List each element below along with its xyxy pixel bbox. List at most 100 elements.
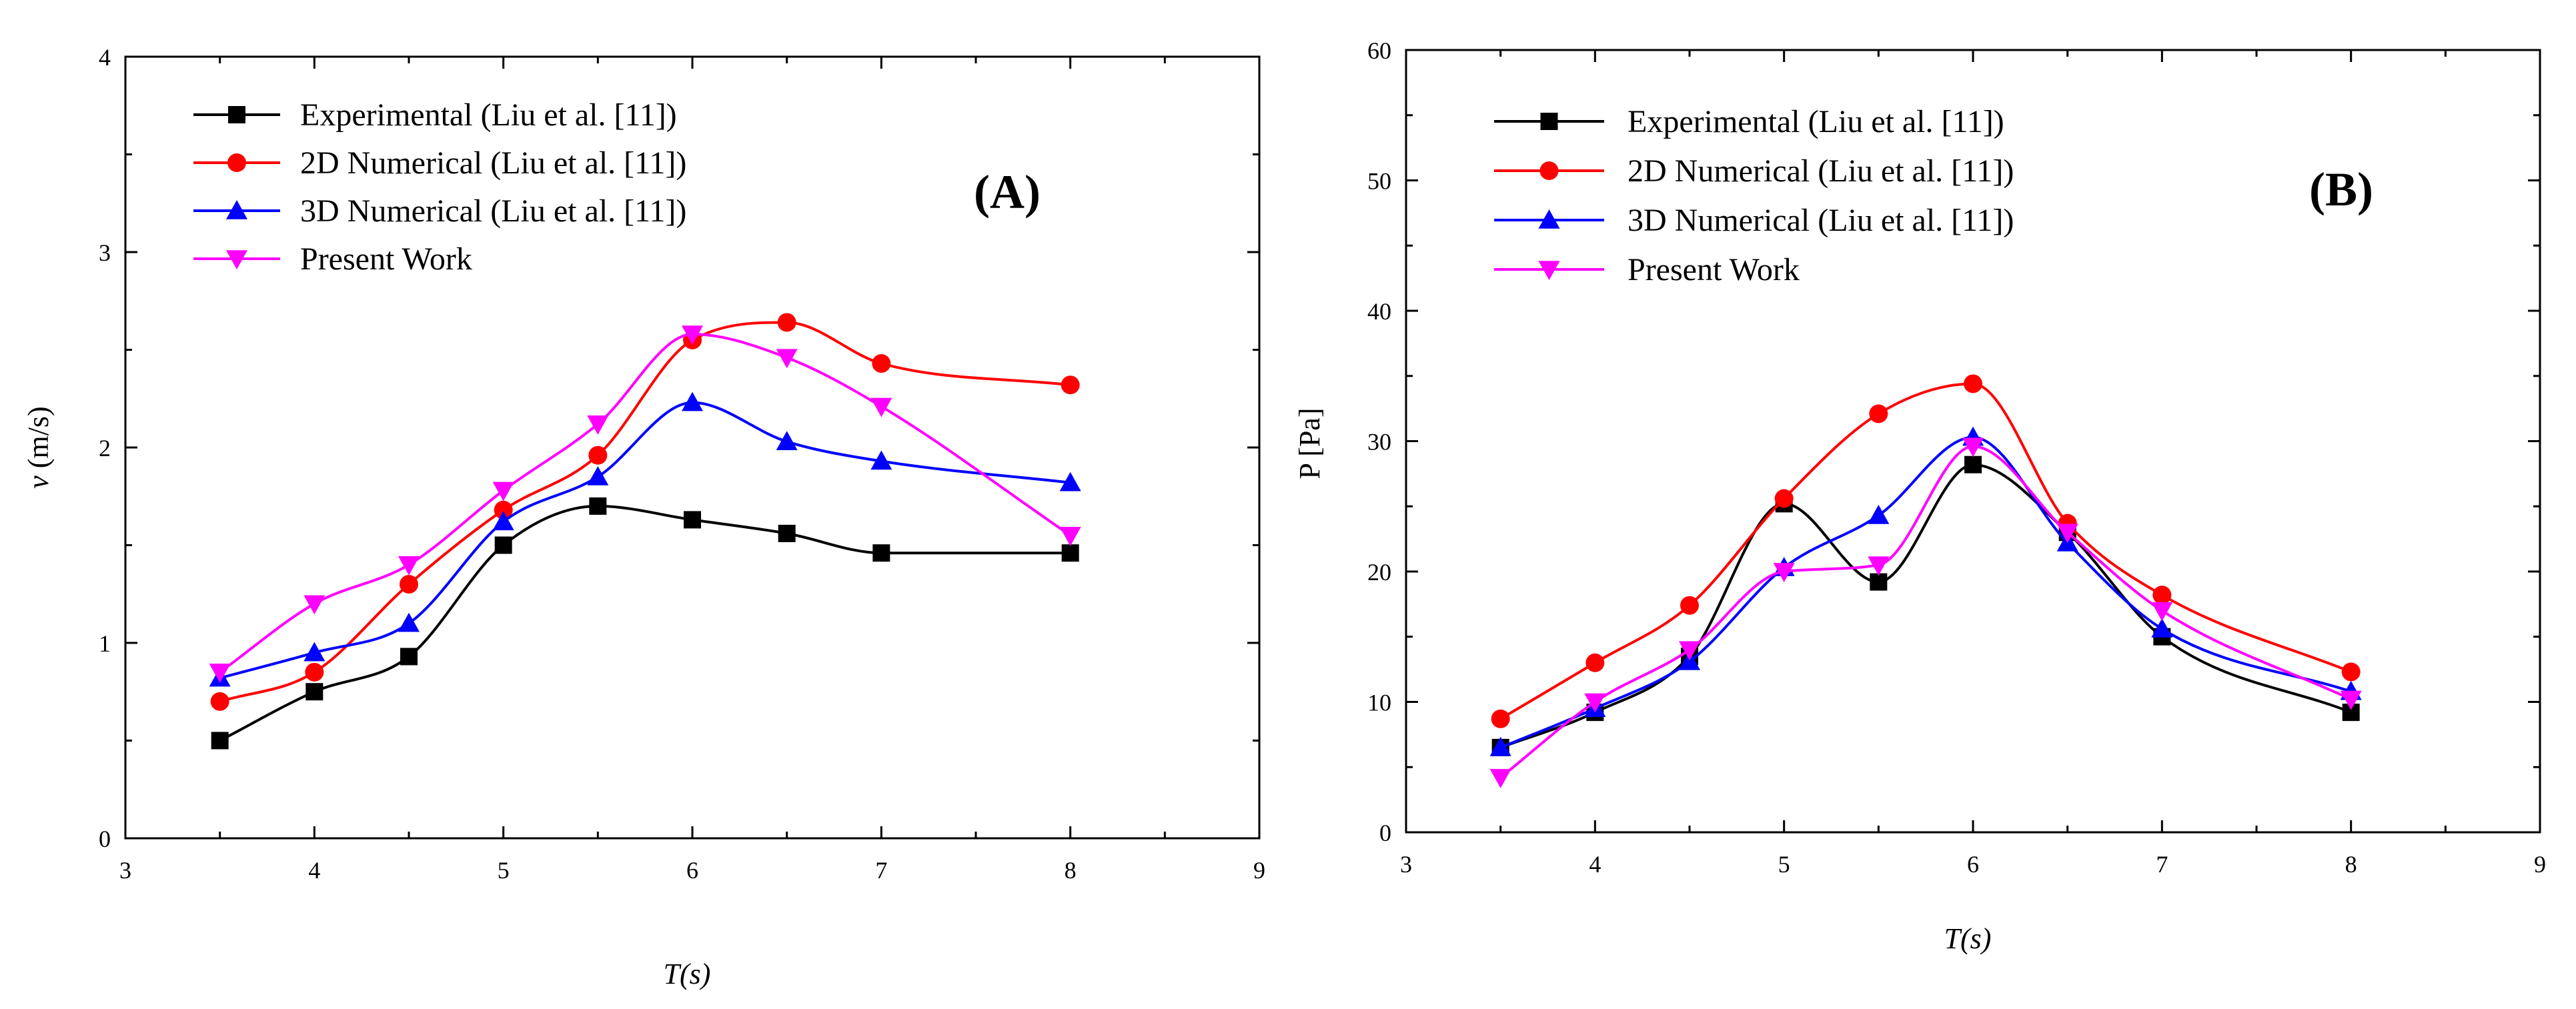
legend-label: Experimental (Liu et al. [11]) [1628,104,2004,139]
data-point [1773,563,1795,582]
panel-label: (B) [2309,163,2373,216]
data-point [398,556,420,576]
legend-label: 3D Numerical (Liu et al. [11]) [300,193,686,229]
data-point [398,612,420,632]
series-line [1500,463,2352,749]
series-3 [1489,437,2362,788]
y-tick-label: 0 [99,826,111,852]
data-point [1585,653,1605,672]
y-tick-label: 30 [1367,429,1391,455]
data-point [2151,602,2173,622]
y-tick-label: 0 [1379,820,1391,846]
data-point [2151,618,2173,638]
data-point [1680,596,1699,615]
series-line [219,333,1071,674]
data-point [587,465,609,485]
legend-marker [226,200,247,219]
legend-label: 2D Numerical (Liu et al. [11]) [1628,153,2014,189]
x-tick-label: 9 [1253,857,1265,884]
series-line [219,504,1071,742]
legend-marker [227,153,246,172]
data-point [1059,471,1081,491]
data-point [211,732,229,750]
data-point [2340,690,2362,710]
data-point [303,642,326,662]
data-point [870,450,892,470]
x-tick-label: 7 [2156,851,2168,878]
legend-label: 2D Numerical (Liu et al. [11]) [300,145,686,181]
data-point [2152,586,2172,605]
series-line [219,401,1071,680]
y-tick-label: 60 [1367,37,1391,64]
data-point [778,524,796,542]
data-point [684,511,701,529]
data-point [1964,455,1982,473]
series-2 [1489,426,2362,756]
data-point [1774,489,1794,508]
series-2 [209,391,1081,687]
series-line [1499,382,2352,720]
legend-marker [1538,261,1560,280]
series-1 [210,313,1080,711]
x-tick-label: 8 [2345,851,2357,878]
legend-marker [1538,209,1560,229]
data-point [1869,404,1888,423]
data-point [1679,641,1700,661]
legend: Experimental (Liu et al. [11]) 2D Numeric… [1494,104,2014,287]
data-point [1061,544,1079,562]
data-point [587,415,609,435]
data-point [872,544,890,562]
data-point [776,349,798,369]
data-point [2056,524,2078,544]
data-point [305,662,324,682]
data-point [588,445,608,465]
y-tick-label: 1 [99,630,111,657]
y-tick-label: 2 [99,435,111,461]
data-point [1491,709,1510,728]
y-tick-label: 4 [99,44,111,71]
legend-label: Present Work [300,241,472,277]
x-tick-label: 5 [1778,851,1790,878]
data-point [1962,437,1984,457]
x-tick-label: 6 [1967,851,1979,878]
x-tick-label: 4 [308,857,320,884]
legend-label: Present Work [1628,252,1800,287]
legend-marker [1539,161,1559,180]
x-tick-label: 5 [498,857,510,884]
plot-frame [124,55,1261,840]
data-point [1868,556,1890,576]
data-point [1061,375,1080,395]
y-tick-label: 10 [1367,690,1391,716]
chart-panel-1: 3 4 5 6 7 8 9 0 10 20 30 40 50 60 T(s) P [Pa] (B) Experim… [1293,37,2546,955]
series-line [1499,435,2352,749]
series-0 [211,497,1079,750]
y-axis-title: v (m/s) [22,406,55,488]
legend-label: Experimental (Liu et al. [11]) [300,97,677,133]
data-point [494,536,512,554]
x-tick-label: 4 [1589,851,1601,878]
data-point [400,575,418,594]
data-point [1584,693,1606,713]
data-point [589,497,607,515]
series-line [1499,445,2352,779]
series-1 [1491,374,2361,728]
y-axis-unit: (m/s) [22,406,55,475]
y-tick-label: 40 [1367,298,1391,325]
x-tick-label: 8 [1065,857,1077,884]
data-point [1964,374,1982,393]
data-point [494,500,513,520]
y-axis-symbol: v [22,475,55,489]
y-tick-label: 20 [1367,559,1391,586]
legend-label: 3D Numerical (Liu et al. [11]) [1628,203,2014,238]
x-tick-label: 9 [2534,851,2546,878]
panel-label: (A) [974,165,1041,219]
x-tick-label: 3 [119,857,131,884]
data-point [209,664,231,683]
x-tick-label: 3 [1400,851,1412,878]
y-axis-title: P [Pa] [1293,407,1326,479]
data-point [303,595,326,615]
legend-marker [1540,113,1558,130]
data-point [682,391,703,411]
data-point [1489,769,1511,788]
